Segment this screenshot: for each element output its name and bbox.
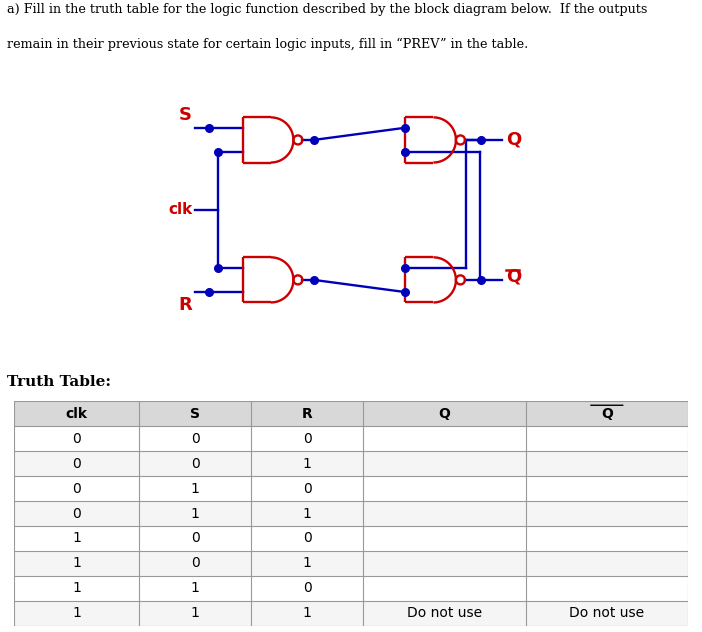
Text: 1: 1 <box>72 532 81 545</box>
Bar <box>14 576 688 601</box>
Text: 1: 1 <box>190 506 199 521</box>
Text: 1: 1 <box>303 457 312 471</box>
Text: remain in their previous state for certain logic inputs, fill in “PREV” in the t: remain in their previous state for certa… <box>7 38 529 51</box>
Text: 0: 0 <box>191 432 199 446</box>
Text: 1: 1 <box>72 581 81 595</box>
Text: 0: 0 <box>191 532 199 545</box>
Text: a) Fill in the truth table for the logic function described by the block diagram: a) Fill in the truth table for the logic… <box>7 3 647 16</box>
Text: 0: 0 <box>191 457 199 471</box>
Text: 0: 0 <box>303 482 312 495</box>
Text: 0: 0 <box>72 457 81 471</box>
Text: Truth Table:: Truth Table: <box>7 375 111 389</box>
Text: Q: Q <box>439 407 451 421</box>
Text: 0: 0 <box>72 482 81 495</box>
Text: S: S <box>178 106 192 124</box>
Text: 0: 0 <box>72 506 81 521</box>
Bar <box>14 551 688 576</box>
Text: R: R <box>302 407 312 421</box>
Bar <box>14 426 688 451</box>
Text: Do not use: Do not use <box>569 606 644 620</box>
Text: 1: 1 <box>303 506 312 521</box>
Text: 1: 1 <box>190 581 199 595</box>
Text: S: S <box>190 407 200 421</box>
Bar <box>14 476 688 501</box>
Text: 0: 0 <box>191 556 199 570</box>
Text: 1: 1 <box>303 556 312 570</box>
Text: R: R <box>178 296 192 313</box>
Text: 1: 1 <box>303 606 312 620</box>
Text: 1: 1 <box>72 556 81 570</box>
Text: 1: 1 <box>190 482 199 495</box>
Text: 0: 0 <box>303 432 312 446</box>
Text: 0: 0 <box>72 432 81 446</box>
Text: 1: 1 <box>190 606 199 620</box>
Bar <box>14 401 688 426</box>
Text: Q: Q <box>506 268 521 286</box>
Text: clk: clk <box>65 407 88 421</box>
Text: Q: Q <box>506 131 521 149</box>
Bar <box>14 501 688 526</box>
Text: Do not use: Do not use <box>407 606 482 620</box>
Text: 0: 0 <box>303 581 312 595</box>
Bar <box>14 601 688 626</box>
Text: 0: 0 <box>303 532 312 545</box>
Text: Q: Q <box>601 407 613 421</box>
Text: clk: clk <box>168 202 193 217</box>
Bar <box>14 526 688 551</box>
Bar <box>14 451 688 476</box>
Text: 1: 1 <box>72 606 81 620</box>
